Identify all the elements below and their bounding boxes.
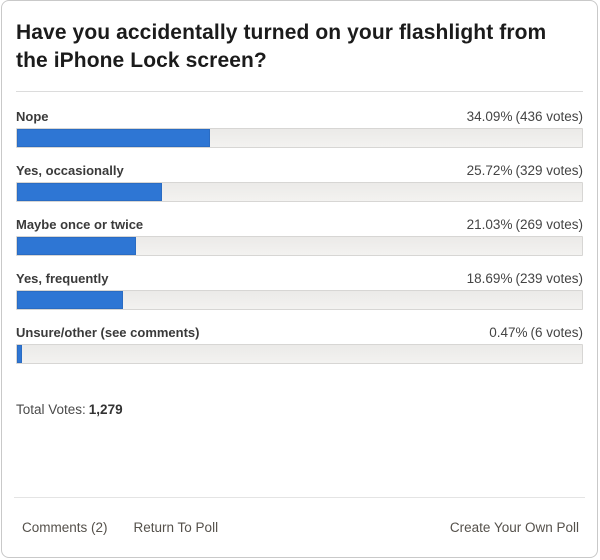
- option-bar-fill: [17, 345, 22, 364]
- footer-divider: [14, 497, 585, 498]
- total-votes-label: Total Votes:: [16, 402, 86, 418]
- option-votes: (329 votes): [515, 163, 583, 179]
- poll-question: Have you accidentally turned on your fla…: [16, 21, 547, 72]
- option-bar-track: [16, 236, 583, 257]
- option-result: 0.47% (6 votes): [489, 325, 583, 340]
- title-divider: [16, 91, 583, 93]
- option-percent: 0.47%: [489, 325, 528, 341]
- option-result: 21.03% (269 votes): [467, 217, 583, 232]
- option-result: 25.72% (329 votes): [467, 163, 583, 178]
- option-label: Yes, occasionally: [16, 163, 124, 179]
- poll-option-head: Yes, frequently 18.69% (239 votes): [16, 271, 583, 286]
- option-bar-fill: [17, 129, 210, 148]
- poll-option-head: Maybe once or twice 21.03% (269 votes): [16, 217, 583, 232]
- poll-option-head: Nope 34.09% (436 votes): [16, 109, 583, 124]
- poll-option-row: Nope 34.09% (436 votes): [16, 109, 583, 149]
- create-your-own-poll-link[interactable]: Create Your Own Poll: [449, 520, 579, 535]
- poll-option-row: Yes, occasionally 25.72% (329 votes): [16, 163, 583, 203]
- option-bar-fill: [17, 237, 136, 256]
- footer: Comments (2) Return To Poll Create Your …: [16, 498, 583, 545]
- total-votes-value: 1,279: [88, 402, 123, 418]
- option-result: 18.69% (239 votes): [467, 271, 583, 286]
- spacer: [16, 417, 583, 497]
- option-percent: 34.09%: [466, 109, 513, 125]
- option-bar-track: [16, 182, 583, 203]
- option-label: Maybe once or twice: [16, 217, 144, 233]
- option-bar-track: [16, 128, 583, 149]
- option-bar-fill: [17, 183, 163, 202]
- poll-option-row: Yes, frequently 18.69% (239 votes): [16, 271, 583, 311]
- return-to-poll-link[interactable]: Return To Poll: [133, 520, 219, 535]
- comments-link[interactable]: Comments (2): [22, 520, 108, 535]
- option-bar-fill: [17, 291, 123, 310]
- option-label: Yes, frequently: [16, 271, 109, 287]
- option-percent: 18.69%: [466, 271, 513, 287]
- option-result: 34.09% (436 votes): [467, 109, 583, 124]
- option-votes: (239 votes): [515, 271, 583, 287]
- option-votes: (269 votes): [515, 217, 583, 233]
- option-votes: (436 votes): [515, 109, 583, 125]
- poll-option-head: Unsure/other (see comments) 0.47% (6 vote…: [16, 325, 583, 340]
- poll-option-row: Maybe once or twice 21.03% (269 votes): [16, 217, 583, 257]
- poll-option-row: Unsure/other (see comments) 0.47% (6 vote…: [16, 325, 583, 365]
- poll-option-head: Yes, occasionally 25.72% (329 votes): [16, 163, 583, 178]
- option-votes: (6 votes): [530, 325, 583, 341]
- option-label: Unsure/other (see comments): [16, 325, 200, 341]
- option-label: Nope: [16, 109, 49, 125]
- option-bar-track: [16, 344, 583, 365]
- option-percent: 25.72%: [466, 163, 513, 179]
- total-votes-line: Total Votes: 1,279: [16, 402, 583, 417]
- footer-left-links: Comments (2) Return To Poll: [22, 520, 218, 535]
- option-bar-track: [16, 290, 583, 311]
- option-percent: 21.03%: [466, 217, 513, 233]
- poll-results-list: Nope 34.09% (436 votes) Yes, occasionally…: [16, 109, 583, 379]
